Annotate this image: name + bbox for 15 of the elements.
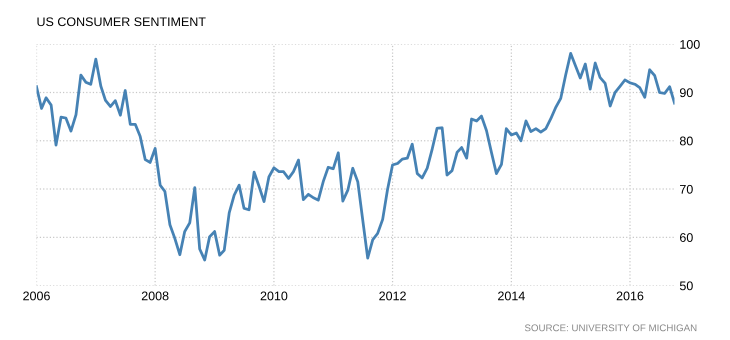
y-tick-label: 80 [680, 136, 693, 146]
x-tick-label: 2016 [616, 291, 644, 300]
x-tick-label: 2010 [260, 291, 288, 300]
x-tick-label: 2012 [379, 291, 406, 300]
x-tick-label: 2014 [498, 291, 525, 300]
y-tick-label: 90 [680, 88, 693, 98]
y-tick-label: 100 [680, 40, 700, 49]
y-tick-label: 60 [680, 233, 693, 242]
source-note: SOURCE: UNIVERSITY OF MICHIGAN [524, 324, 696, 332]
y-tick-label: 70 [680, 184, 693, 194]
y-tick-label: 50 [680, 281, 693, 290]
x-tick-label: 2008 [142, 291, 168, 300]
line-series [36, 52, 675, 262]
x-tick-label: 2006 [23, 291, 50, 300]
chart-title: US CONSUMER SENTIMENT [37, 17, 206, 26]
